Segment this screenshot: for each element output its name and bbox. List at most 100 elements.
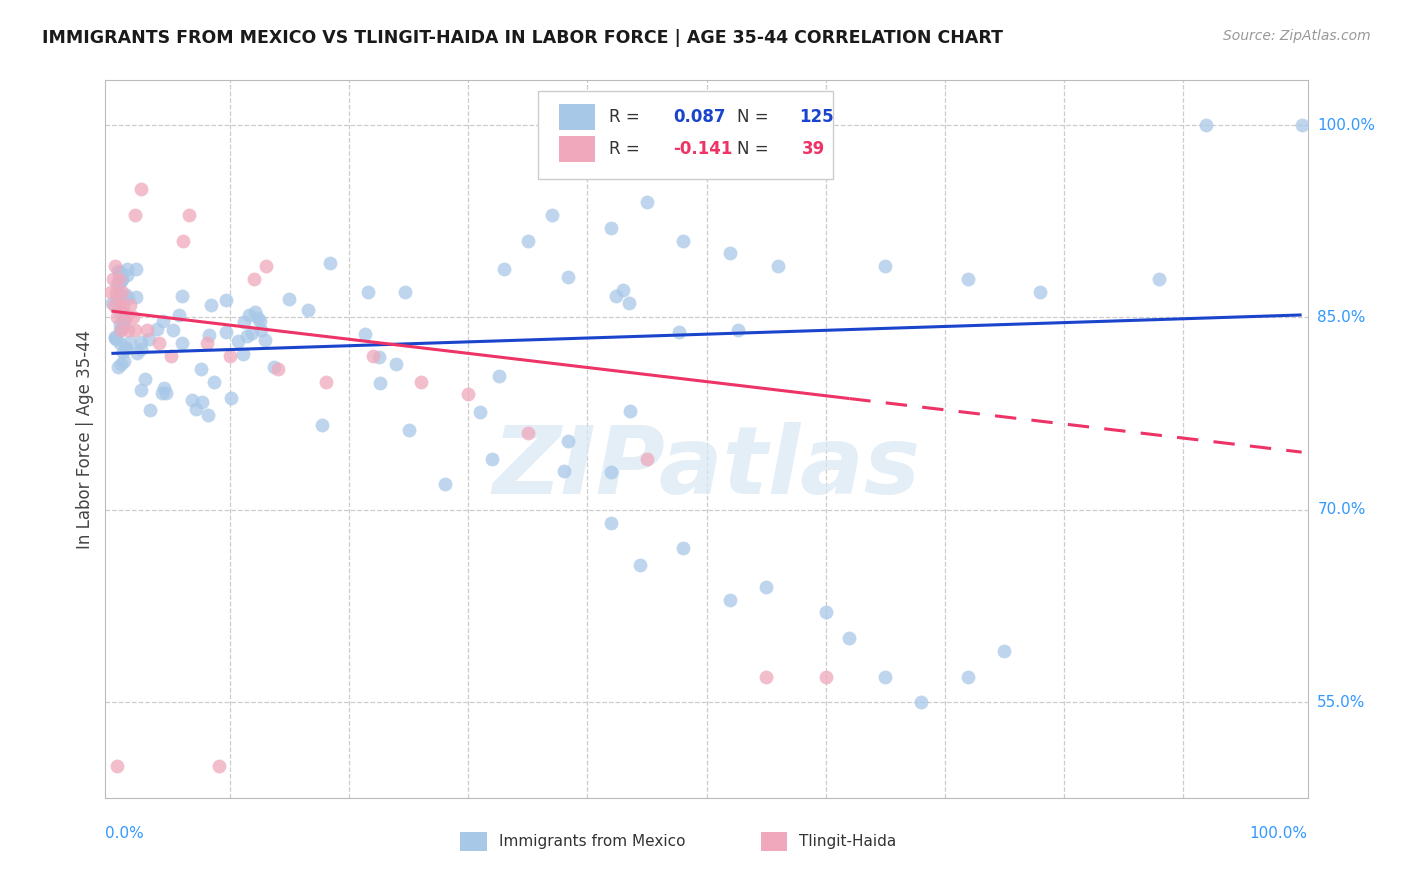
- Text: 125: 125: [799, 108, 834, 126]
- Point: [672, 234, 695, 248]
- Point: [152, 313, 174, 327]
- Point: [111, 272, 134, 286]
- Point: [177, 208, 200, 222]
- Point: [200, 298, 222, 312]
- Point: [111, 314, 134, 328]
- Point: [139, 403, 162, 417]
- Point: [134, 372, 156, 386]
- Point: [104, 329, 127, 343]
- Point: [108, 265, 131, 279]
- Point: [254, 259, 277, 273]
- Point: [129, 334, 152, 349]
- Point: [108, 288, 131, 302]
- Point: [409, 375, 432, 389]
- Point: [172, 289, 194, 303]
- Point: [219, 349, 242, 363]
- Text: 70.0%: 70.0%: [1317, 502, 1365, 517]
- Point: [557, 269, 579, 284]
- FancyBboxPatch shape: [538, 91, 832, 178]
- Point: [105, 759, 128, 773]
- Point: [755, 669, 778, 683]
- Point: [361, 349, 384, 363]
- Point: [214, 325, 236, 339]
- Point: [114, 288, 136, 302]
- Point: [278, 292, 301, 306]
- Point: [717, 131, 740, 145]
- Point: [207, 759, 229, 773]
- Text: N =: N =: [737, 108, 768, 126]
- Point: [267, 361, 290, 376]
- Point: [198, 328, 221, 343]
- Point: [221, 391, 243, 405]
- Point: [993, 644, 1015, 658]
- Point: [114, 310, 136, 325]
- Point: [111, 345, 134, 359]
- Point: [129, 182, 152, 196]
- Point: [110, 357, 132, 371]
- Point: [557, 434, 579, 448]
- Point: [167, 308, 190, 322]
- Point: [110, 275, 132, 289]
- Point: [111, 319, 134, 334]
- FancyBboxPatch shape: [558, 104, 595, 130]
- Point: [184, 402, 207, 417]
- Point: [619, 404, 641, 418]
- Y-axis label: In Labor Force | Age 35-44: In Labor Force | Age 35-44: [76, 330, 94, 549]
- Text: Tlingit-Haida: Tlingit-Haida: [799, 834, 897, 849]
- Point: [636, 451, 658, 466]
- Text: 100.0%: 100.0%: [1250, 826, 1308, 841]
- Point: [101, 272, 124, 286]
- Point: [470, 404, 492, 418]
- Text: 39: 39: [801, 140, 825, 158]
- Point: [1029, 285, 1052, 299]
- Point: [315, 375, 337, 389]
- FancyBboxPatch shape: [460, 832, 486, 851]
- Point: [112, 306, 135, 320]
- Point: [238, 308, 260, 322]
- Point: [112, 353, 135, 368]
- Point: [250, 323, 273, 337]
- Point: [105, 289, 128, 303]
- Text: Source: ZipAtlas.com: Source: ZipAtlas.com: [1223, 29, 1371, 43]
- Point: [107, 272, 129, 286]
- Point: [105, 277, 128, 291]
- Point: [755, 580, 778, 594]
- Point: [814, 669, 837, 683]
- Text: 0.087: 0.087: [673, 108, 725, 126]
- Point: [605, 289, 627, 303]
- Point: [253, 333, 276, 347]
- Point: [600, 466, 623, 480]
- Point: [108, 318, 131, 332]
- Text: -0.141: -0.141: [673, 140, 733, 158]
- Point: [612, 284, 634, 298]
- Point: [957, 272, 980, 286]
- Point: [357, 285, 380, 299]
- Text: R =: R =: [609, 140, 640, 158]
- Point: [628, 558, 651, 572]
- Point: [110, 268, 132, 282]
- Text: R =: R =: [609, 108, 640, 126]
- Point: [104, 259, 127, 273]
- Point: [838, 631, 860, 645]
- Point: [553, 464, 575, 478]
- Point: [619, 295, 641, 310]
- Point: [1147, 272, 1170, 286]
- Point: [492, 262, 515, 277]
- Point: [540, 208, 562, 222]
- Point: [433, 477, 456, 491]
- Point: [600, 220, 623, 235]
- Point: [672, 541, 695, 556]
- Point: [481, 451, 503, 466]
- Point: [117, 323, 139, 337]
- Point: [145, 322, 167, 336]
- Text: 0.0%: 0.0%: [105, 826, 145, 841]
- Point: [115, 341, 138, 355]
- Point: [101, 296, 124, 310]
- Point: [814, 606, 837, 620]
- Point: [190, 362, 212, 376]
- Point: [111, 285, 134, 299]
- Point: [108, 335, 131, 350]
- Point: [181, 393, 204, 408]
- Point: [517, 234, 540, 248]
- Point: [243, 272, 266, 286]
